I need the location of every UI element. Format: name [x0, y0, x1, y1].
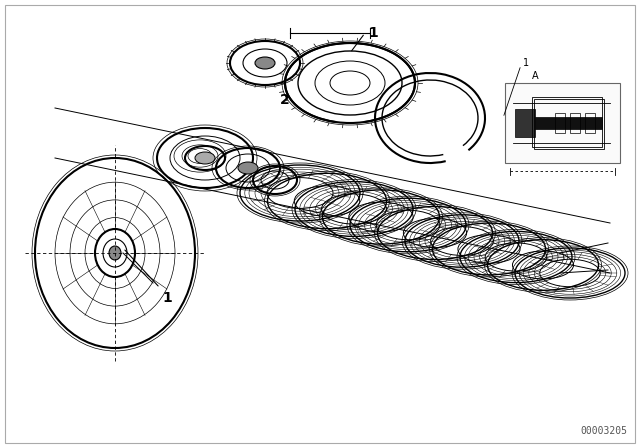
Bar — [515, 109, 535, 137]
Bar — [523, 117, 602, 129]
Text: 1: 1 — [368, 26, 378, 40]
Bar — [585, 113, 595, 133]
Bar — [532, 97, 602, 147]
Ellipse shape — [255, 57, 275, 69]
Bar — [534, 99, 604, 149]
Bar — [505, 83, 620, 163]
Text: 1: 1 — [523, 58, 529, 68]
Bar — [555, 113, 565, 133]
Text: 1: 1 — [162, 291, 172, 305]
Text: A: A — [532, 71, 538, 81]
Bar — [570, 113, 580, 133]
Text: 00003205: 00003205 — [580, 426, 627, 436]
Text: 2: 2 — [280, 93, 290, 107]
Ellipse shape — [195, 152, 215, 164]
Ellipse shape — [109, 246, 121, 260]
Ellipse shape — [238, 162, 258, 174]
